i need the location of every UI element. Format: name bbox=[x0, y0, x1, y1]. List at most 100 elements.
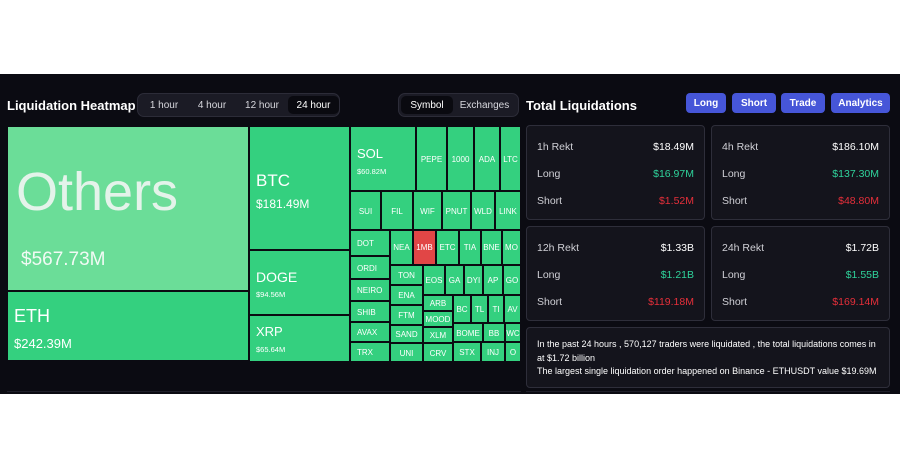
tile-btc-name: BTC bbox=[256, 171, 290, 190]
tab-4-hour[interactable]: 4 hour bbox=[197, 99, 227, 111]
tile-ap[interactable]: AP bbox=[483, 265, 503, 295]
short-value: $119.18M bbox=[648, 296, 694, 308]
tile-pnut[interactable]: PNUT bbox=[442, 191, 471, 230]
tile-avax[interactable]: AVAX bbox=[350, 322, 390, 342]
tile-o[interactable]: O bbox=[505, 342, 521, 362]
tile-eth-name: ETH bbox=[14, 306, 50, 326]
tab-symbol[interactable]: Symbol bbox=[401, 96, 453, 114]
totals-title: Total Liquidations bbox=[526, 98, 637, 113]
long-button[interactable]: Long bbox=[686, 93, 726, 113]
tile-ftm[interactable]: FTM bbox=[390, 305, 423, 325]
tile-wld[interactable]: WLD bbox=[471, 191, 495, 230]
tile-ltc[interactable]: LTC bbox=[500, 126, 521, 191]
tile-dyi[interactable]: DYI bbox=[464, 265, 483, 295]
tile-mo[interactable]: MO bbox=[502, 230, 521, 265]
tile-ordi[interactable]: ORDI bbox=[350, 256, 390, 279]
tile-link[interactable]: LINK bbox=[495, 191, 521, 230]
short-button[interactable]: Short bbox=[732, 93, 776, 113]
tile-1mb[interactable]: 1MB bbox=[413, 230, 436, 265]
bottom-divider-left bbox=[7, 391, 521, 392]
tile-pepe[interactable]: PEPE bbox=[416, 126, 447, 191]
short-value: $48.80M bbox=[838, 195, 879, 207]
tile-others[interactable]: Others $567.73M bbox=[7, 126, 249, 291]
tile-sol-value: $60.82M bbox=[357, 167, 387, 176]
long-label: Long bbox=[722, 269, 746, 281]
tile-ti[interactable]: TI bbox=[488, 295, 504, 323]
long-label: Long bbox=[537, 269, 561, 281]
tile-crv[interactable]: CRV bbox=[423, 343, 453, 362]
tile-eos[interactable]: EOS bbox=[423, 265, 445, 295]
tab-12-hour[interactable]: 12 hour bbox=[245, 99, 279, 111]
summary-line-1: In the past 24 hours , 570,127 traders w… bbox=[537, 339, 876, 363]
tile-sol-name: SOL bbox=[357, 146, 384, 161]
tile-dot[interactable]: DOT bbox=[350, 230, 390, 256]
tile-eth[interactable]: ETH $242.39M bbox=[7, 291, 249, 361]
tile-others-name: Others bbox=[16, 162, 179, 222]
tile-1000[interactable]: 1000 bbox=[447, 126, 474, 191]
tile-go[interactable]: GO bbox=[503, 265, 521, 295]
card-label: 4h Rekt bbox=[722, 141, 759, 153]
tile-wif[interactable]: WIF bbox=[413, 191, 442, 230]
tile-nea[interactable]: NEA bbox=[390, 230, 413, 265]
short-label: Short bbox=[722, 195, 748, 207]
tile-wc[interactable]: WC bbox=[505, 323, 521, 342]
tile-av[interactable]: AV bbox=[504, 295, 521, 323]
trade-button[interactable]: Trade bbox=[781, 93, 825, 113]
tile-doge-name: DOGE bbox=[256, 269, 298, 285]
tile-ton[interactable]: TON bbox=[390, 265, 423, 285]
tile-others-value: $567.73M bbox=[21, 249, 106, 270]
tile-arb[interactable]: ARB bbox=[423, 295, 453, 311]
tile-eth-value: $242.39M bbox=[14, 336, 72, 351]
app-window: Liquidation Heatmap 1 hour 4 hour 12 hou… bbox=[0, 74, 900, 394]
tile-ga[interactable]: GA bbox=[445, 265, 464, 295]
tile-doge[interactable]: DOGE $94.56M bbox=[249, 250, 350, 315]
tile-bc[interactable]: BC bbox=[453, 295, 471, 323]
tile-bome[interactable]: BOME bbox=[453, 323, 483, 342]
tile-shib[interactable]: SHIB bbox=[350, 301, 390, 322]
summary-line-2: The largest single liquidation order hap… bbox=[537, 366, 877, 376]
tile-ada[interactable]: ADA bbox=[474, 126, 500, 191]
tile-btc[interactable]: BTC $181.49M bbox=[249, 126, 350, 250]
liquidation-summary: In the past 24 hours , 570,127 traders w… bbox=[526, 327, 890, 388]
tile-sand[interactable]: SAND bbox=[390, 325, 423, 343]
tile-tia[interactable]: TIA bbox=[459, 230, 481, 265]
tile-etc[interactable]: ETC bbox=[436, 230, 459, 265]
tile-mood[interactable]: MOOD bbox=[423, 311, 453, 327]
tile-inj[interactable]: INJ bbox=[481, 342, 505, 362]
short-value: $169.14M bbox=[832, 296, 879, 308]
tile-fil[interactable]: FIL bbox=[381, 191, 413, 230]
tile-trx[interactable]: TRX bbox=[350, 342, 390, 362]
card-24h-rekt: 24h Rekt $1.72B Long $1.55B Short $169.14M bbox=[711, 226, 890, 321]
short-label: Short bbox=[722, 296, 748, 308]
tile-xrp-name: XRP bbox=[256, 324, 283, 339]
tile-bne[interactable]: BNE bbox=[481, 230, 502, 265]
tile-sui[interactable]: SUI bbox=[350, 191, 381, 230]
card-total: $18.49M bbox=[653, 141, 694, 153]
tile-sol[interactable]: SOL $60.82M bbox=[350, 126, 416, 191]
long-label: Long bbox=[537, 168, 561, 180]
tile-neiro[interactable]: NEIRO bbox=[350, 279, 390, 301]
tile-tl[interactable]: TL bbox=[471, 295, 488, 323]
tab-24-hour[interactable]: 24 hour bbox=[288, 96, 339, 114]
card-label: 24h Rekt bbox=[722, 242, 765, 254]
card-12h-rekt: 12h Rekt $1.33B Long $1.21B Short $119.18M bbox=[526, 226, 705, 321]
tile-btc-value: $181.49M bbox=[256, 197, 310, 211]
long-value: $1.21B bbox=[660, 269, 694, 281]
tab-1-hour[interactable]: 1 hour bbox=[149, 99, 179, 111]
tab-exchanges[interactable]: Exchanges bbox=[459, 99, 510, 111]
tile-ena[interactable]: ENA bbox=[390, 285, 423, 305]
tile-xrp[interactable]: XRP $65.64M bbox=[249, 315, 350, 362]
long-label: Long bbox=[722, 168, 746, 180]
short-label: Short bbox=[537, 296, 563, 308]
bottom-divider-right bbox=[526, 391, 890, 392]
tile-uni[interactable]: UNI bbox=[390, 343, 423, 362]
tile-stx[interactable]: STX bbox=[453, 342, 481, 362]
card-total: $1.72B bbox=[845, 242, 879, 254]
card-total: $186.10M bbox=[832, 141, 879, 153]
analytics-button[interactable]: Analytics bbox=[831, 93, 890, 113]
card-label: 12h Rekt bbox=[537, 242, 580, 254]
tile-bb[interactable]: BB bbox=[483, 323, 505, 342]
tile-xlm[interactable]: XLM bbox=[423, 327, 453, 343]
card-1h-rekt: 1h Rekt $18.49M Long $16.97M Short $1.52M bbox=[526, 125, 705, 220]
heatmap-treemap: Others $567.73M ETH $242.39M BTC $181.49… bbox=[7, 126, 521, 362]
